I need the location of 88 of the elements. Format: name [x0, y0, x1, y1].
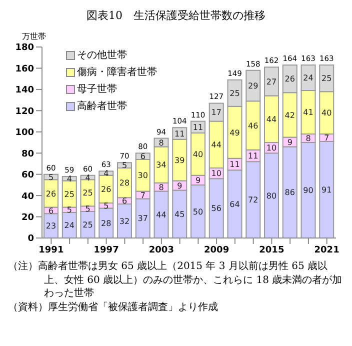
data-label: 41	[303, 108, 314, 118]
data-label: 44	[156, 210, 166, 220]
y-tick-label: 100	[15, 128, 34, 138]
data-label: 26	[101, 185, 112, 194]
data-label: 8	[158, 182, 164, 192]
data-label: 72	[248, 196, 258, 205]
data-label: 80	[266, 191, 277, 200]
text: （注）高齢者世帯は男女 65 歳以上（2015 年 3 月以前は男性 65 歳以上、女性 60 歳以上）のみの世帯か、これらに 18 歳未満の者が加わった世帯	[8, 260, 344, 300]
data-label: 56	[211, 204, 222, 214]
data-label: 4	[85, 173, 90, 182]
data-label: 17	[211, 108, 222, 118]
data-label: 25	[82, 220, 93, 230]
legend-label: 高齢者世帯	[77, 100, 127, 113]
data-label: 37	[138, 214, 148, 224]
y-tick-label: 20	[21, 212, 34, 223]
data-label: 9	[287, 138, 292, 147]
y-tick-label: 60	[21, 170, 34, 181]
data-label: 64	[230, 200, 240, 209]
data-label: 25	[64, 190, 74, 199]
y-axis-title: 万世帯	[22, 31, 47, 41]
data-label: 46	[248, 121, 258, 130]
data-label: 5	[48, 172, 54, 182]
legend-label: その他世帯	[77, 48, 127, 62]
data-label: 7	[140, 190, 146, 200]
data-label: 25	[230, 89, 240, 98]
data-label: 5	[66, 206, 72, 215]
data-label: 5	[122, 161, 128, 170]
y-tick-label: 120	[15, 106, 34, 117]
data-label: 6	[122, 196, 128, 206]
x-tick-label: 1991	[38, 245, 64, 256]
data-label: 86	[284, 188, 295, 198]
data-label: 9	[177, 181, 182, 190]
data-label: 11	[248, 152, 258, 161]
data-label: 6	[140, 152, 146, 162]
data-label: 24	[64, 221, 74, 230]
data-label: 34	[156, 160, 166, 170]
data-label: 32	[119, 216, 130, 226]
data-label: 44	[266, 114, 277, 124]
data-label: 4	[66, 174, 72, 184]
data-label: 11	[174, 129, 185, 138]
data-label: 25	[322, 74, 332, 84]
data-label: 40	[322, 108, 332, 118]
data-label: 29	[248, 82, 258, 91]
data-label: 91	[322, 186, 332, 195]
data-label: 90	[303, 186, 314, 196]
data-label: 4	[104, 169, 109, 178]
x-tick-label: 2003	[148, 245, 174, 256]
x-tick-label: 1997	[94, 245, 119, 256]
data-label: 23	[46, 222, 56, 231]
data-label: 50	[192, 207, 204, 216]
data-label: 45	[174, 210, 185, 219]
x-tick-label: 2009	[204, 245, 230, 256]
data-label: 5	[104, 201, 109, 210]
data-label: 24	[303, 74, 314, 83]
data-label: 30	[138, 171, 148, 180]
data-label: 6	[48, 206, 54, 216]
data-label: 8	[158, 138, 164, 148]
data-label: 28	[101, 218, 112, 228]
data-label: 49	[230, 128, 240, 138]
text: （資料）厚生労働省「被保護者調査」より作成	[8, 300, 219, 314]
data-label: 25	[82, 188, 93, 198]
data-label: 8	[306, 134, 311, 144]
chart-title: 図表10 生活保護受給世帯数の推移	[86, 8, 266, 23]
x-tick-label: 2015	[259, 245, 284, 256]
data-label: 10	[266, 144, 277, 153]
data-label: 10	[211, 169, 222, 178]
x-tick-label: 2021	[314, 245, 340, 256]
data-label: 44	[211, 140, 222, 150]
y-tick-label: 80	[21, 149, 34, 160]
data-label: 9	[195, 176, 201, 186]
data-label: 11	[230, 160, 240, 170]
data-label: 5	[85, 204, 90, 214]
data-label: 7	[324, 134, 330, 143]
legend-label: 傷病・障害者世帯	[77, 66, 157, 79]
legend-label: 母子世帯	[77, 82, 117, 96]
data-label: 11	[192, 122, 204, 132]
data-label: 42	[284, 110, 295, 120]
data-label: 27	[266, 77, 277, 86]
y-tick-label: 160	[15, 64, 34, 74]
data-label: 28	[119, 178, 130, 188]
y-tick-label: 180	[15, 43, 34, 54]
data-label: 40	[192, 150, 204, 160]
y-tick-label: 0	[28, 234, 34, 244]
data-label: 39	[174, 156, 185, 165]
y-tick-label: 140	[15, 86, 34, 96]
data-label: 26	[46, 189, 56, 198]
y-tick-label: 40	[21, 192, 34, 202]
data-label: 26	[284, 74, 295, 84]
